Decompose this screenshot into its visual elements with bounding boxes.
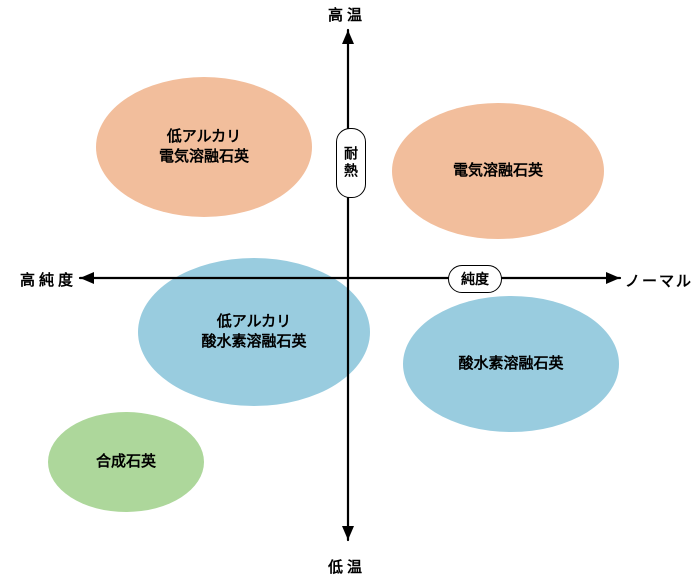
axes — [0, 0, 700, 584]
pill-heat-resistance: 耐熱 — [336, 128, 366, 198]
pill-label: 純度 — [461, 271, 489, 287]
pill-label: 耐熱 — [343, 146, 359, 180]
quadrant-diagram: 低アルカリ 電気溶融石英 電気溶融石英 低アルカリ 酸水素溶融石英 酸水素溶融石… — [0, 0, 700, 584]
axis-label-right: ノーマル — [625, 270, 693, 291]
pill-purity: 純度 — [448, 265, 502, 293]
axis-label-left: 高純度 — [20, 269, 77, 290]
axis-label-top: 高温 — [328, 4, 366, 25]
axis-label-bottom: 低温 — [328, 556, 366, 577]
